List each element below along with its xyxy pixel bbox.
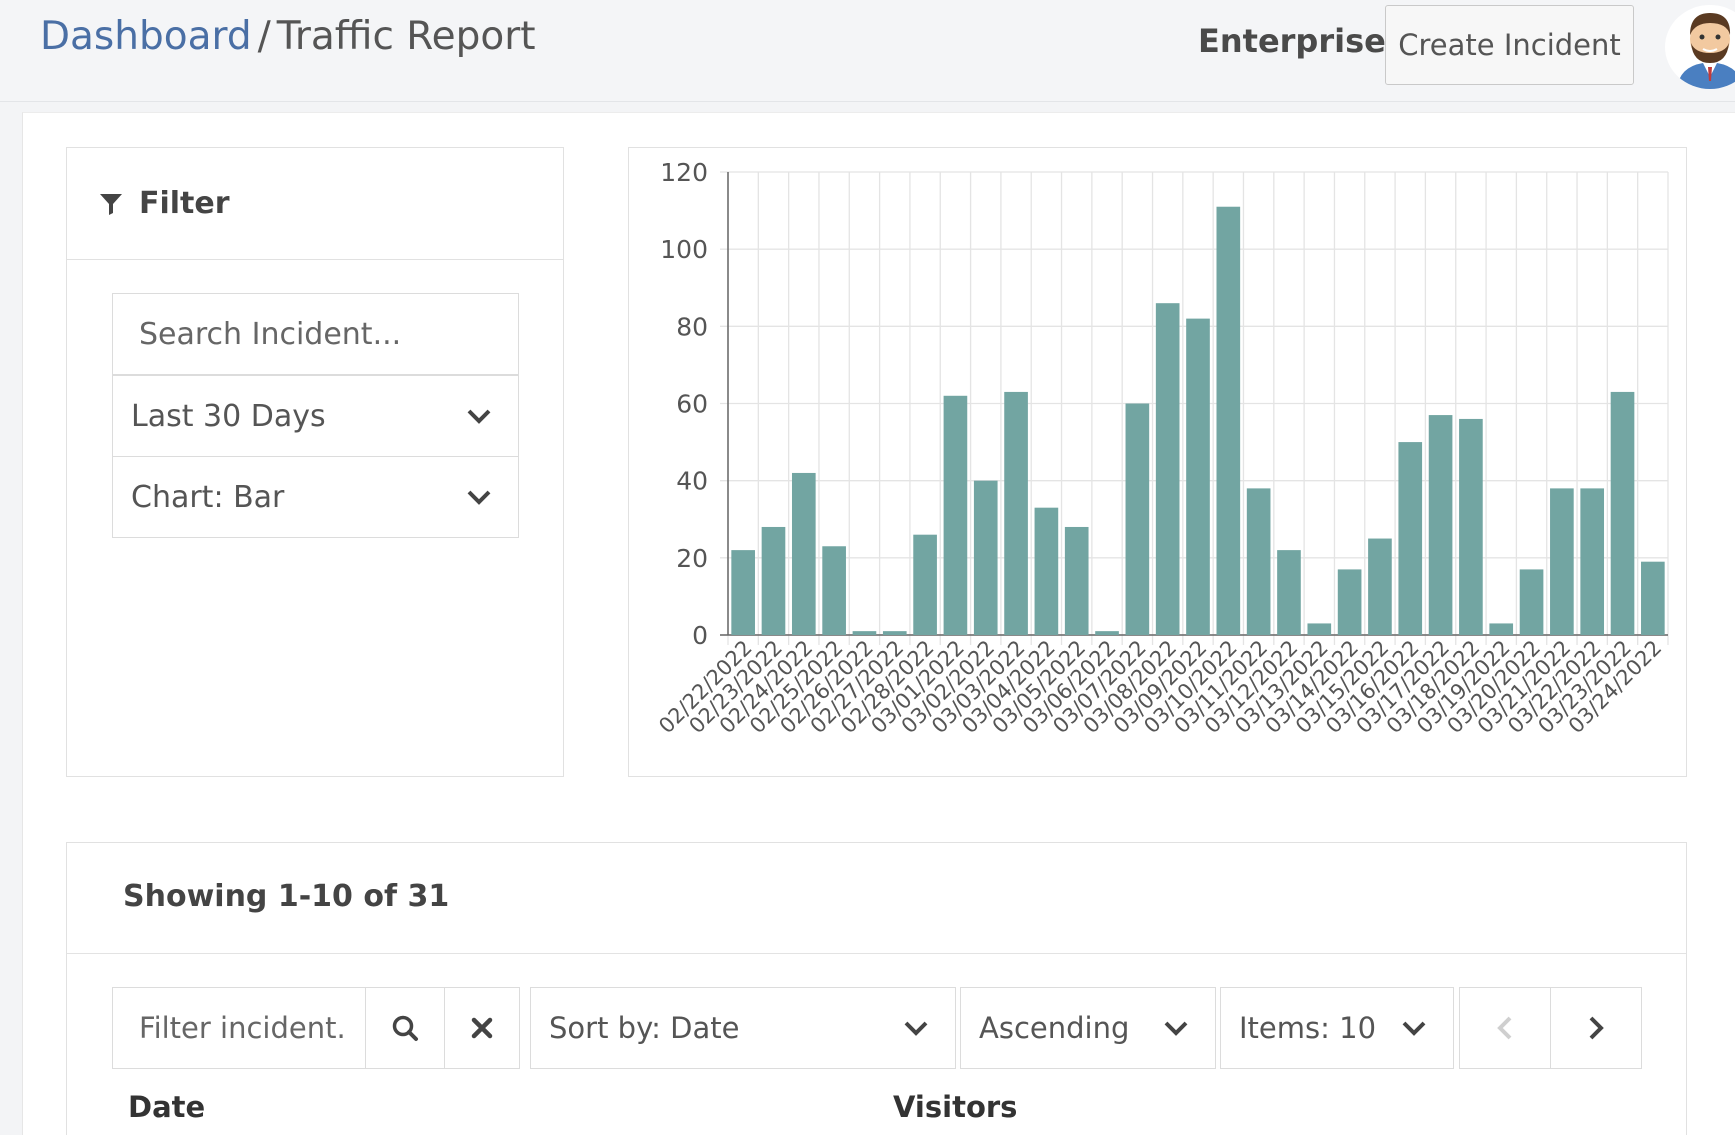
breadcrumb-dashboard-link[interactable]: Dashboard [40,14,252,59]
items-value: Items: 10 [1239,1011,1377,1045]
bar[interactable] [1519,569,1544,635]
divider [67,953,1686,954]
sort-value: Sort by: Date [549,1011,740,1045]
bar[interactable] [943,395,968,635]
bar[interactable] [761,526,786,635]
bar[interactable] [1277,550,1301,635]
plan-label: Enterprise [1198,22,1386,60]
y-tick-label: 100 [660,235,708,264]
y-tick-label: 20 [676,544,708,573]
bar[interactable] [1428,415,1453,635]
filter-panel: Filter Search Incident... Last 30 Days C… [66,147,564,777]
bar[interactable] [1610,391,1635,635]
chart-type-value: Chart: Bar [131,479,285,515]
filter-title: Filter [139,186,230,221]
bar[interactable] [1307,623,1332,635]
chevron-down-icon [904,1021,928,1036]
bar[interactable] [1186,318,1210,635]
page-title: Traffic Report [276,14,536,59]
bar[interactable] [1641,561,1665,635]
search-button[interactable] [365,987,445,1069]
bar[interactable] [973,480,998,635]
sort-select[interactable]: Sort by: Date [530,987,956,1069]
bar[interactable] [822,546,846,635]
bar[interactable] [913,534,937,635]
avatar[interactable] [1665,5,1735,89]
results-count: Showing 1-10 of 31 [123,879,450,914]
y-tick-label: 40 [676,467,708,496]
bar[interactable] [1489,623,1514,635]
prev-page-button[interactable] [1459,987,1551,1069]
bar[interactable] [1337,569,1362,635]
order-value: Ascending [979,1011,1130,1045]
items-per-page-select[interactable]: Items: 10 [1220,987,1454,1069]
y-tick-label: 120 [660,158,708,187]
filter-incident-input[interactable]: Filter incident. [112,987,366,1069]
traffic-bar-chart: 02040608010012002/22/202202/23/202202/24… [654,158,1669,738]
search-incident-input[interactable]: Search Incident... [112,293,519,375]
next-page-button[interactable] [1550,987,1642,1069]
date-range-value: Last 30 Days [131,398,326,434]
bar[interactable] [791,472,816,635]
traffic-chart-panel: 0 20 40 60 80 100 120 02/22/2022 02/23/2022 02/24… [628,147,1687,777]
filter-icon [100,193,122,215]
column-header-visitors[interactable]: Visitors [893,1090,1018,1124]
chevron-down-icon [467,409,491,424]
bar[interactable] [731,550,755,635]
bar[interactable] [1216,206,1241,635]
chart-type-select[interactable]: Chart: Bar [112,456,519,538]
bar[interactable] [852,631,877,635]
bar[interactable] [1398,442,1423,635]
y-tick-label: 80 [676,312,708,341]
chevron-down-icon [1164,1021,1188,1036]
close-icon [471,1017,493,1039]
order-select[interactable]: Ascending [960,987,1216,1069]
top-bar: Dashboard / Traffic Report Enterprise Crea… [0,0,1735,102]
bar[interactable] [1125,403,1150,636]
chevron-left-icon [1497,1016,1512,1040]
avatar-icon [1668,5,1735,89]
bar[interactable] [1368,538,1392,635]
chevron-right-icon [1589,1016,1604,1040]
create-incident-button[interactable]: Create Incident [1385,5,1634,85]
bar[interactable] [1580,488,1605,635]
y-tick-label: 0 [692,621,708,650]
chevron-down-icon [467,490,491,505]
y-tick-label: 60 [676,390,708,419]
bar[interactable] [1004,391,1028,635]
bar[interactable] [1155,303,1180,635]
bar[interactable] [882,631,907,635]
bar[interactable] [1095,631,1119,635]
column-header-date[interactable]: Date [128,1090,206,1124]
breadcrumb-separator: / [257,14,271,59]
breadcrumb: Dashboard / Traffic Report [40,14,536,59]
clear-button[interactable] [444,987,520,1069]
chevron-down-icon [1402,1021,1426,1036]
bar[interactable] [1459,418,1483,635]
search-icon [392,1015,418,1041]
bar[interactable] [1246,488,1271,635]
date-range-select[interactable]: Last 30 Days [112,375,519,457]
bar[interactable] [1064,526,1089,635]
filter-header: Filter [67,148,563,260]
bar[interactable] [1034,507,1059,635]
results-panel: Showing 1-10 of 31 Filter incident. Sort… [66,842,1687,1135]
bar[interactable] [1550,488,1574,635]
